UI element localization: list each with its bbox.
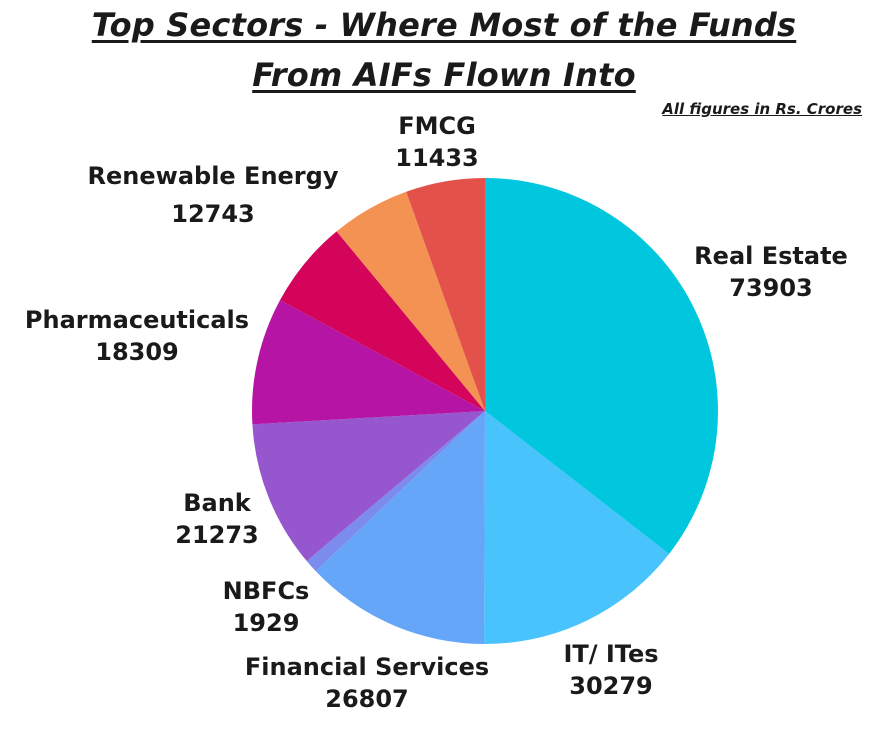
units-note: All figures in Rs. Crores [662, 100, 862, 118]
label-financial-services-name: Financial Services [244, 653, 490, 681]
pie-slice-fmcg [336, 191, 485, 411]
label-renewable-energy-name: Renewable Energy [87, 162, 339, 190]
label-it-ites-name: IT/ ITes [563, 640, 659, 668]
label-renewable-energy-value: 12743 [171, 200, 255, 228]
label-pharmaceuticals-name: Pharmaceuticals [24, 306, 250, 334]
label-pharmaceuticals: Pharmaceuticals 18309 [25, 304, 249, 368]
label-bank-name: Bank [183, 489, 251, 517]
label-financial-services-value: 26807 [325, 685, 409, 713]
label-nbfcs: NBFCs 1929 [223, 575, 310, 639]
pie-slice-nbfcs [306, 411, 485, 572]
label-nbfcs-value: 1929 [232, 609, 300, 637]
label-fmcg-value: 11433 [395, 144, 479, 172]
pie-slice-it-ites [484, 411, 669, 645]
chart-title-line-1: Top Sectors - Where Most of the Funds [91, 6, 797, 44]
pie-slice-real-estate [485, 178, 718, 554]
label-pharmaceuticals-value: 18309 [95, 338, 179, 366]
label-real-estate: Real Estate 73903 [694, 240, 848, 304]
label-nbfcs-name: NBFCs [222, 577, 310, 605]
label-fmcg: FMCG 11433 [395, 110, 479, 174]
pie-slice-bank [252, 411, 485, 561]
pie-slice-financial-services [315, 411, 485, 644]
label-financial-services: Financial Services 26807 [245, 651, 489, 715]
label-real-estate-name: Real Estate [694, 242, 848, 270]
label-renewable-energy: Renewable Energy 12743 [88, 157, 339, 233]
label-fmcg-name: FMCG [398, 112, 476, 140]
pie-slice-pharmaceuticals [251, 300, 485, 425]
label-bank-value: 21273 [175, 521, 259, 549]
label-real-estate-value: 73903 [729, 274, 813, 302]
pie-slice-unlabeled-8 [406, 178, 485, 411]
pie-slice-renewable-energy [280, 231, 485, 411]
label-bank: Bank 21273 [175, 487, 259, 551]
label-it-ites-value: 30279 [569, 672, 653, 700]
label-it-ites: IT/ ITes 30279 [563, 638, 658, 702]
chart-title-line-2: From AIFs Flown Into [252, 56, 636, 94]
